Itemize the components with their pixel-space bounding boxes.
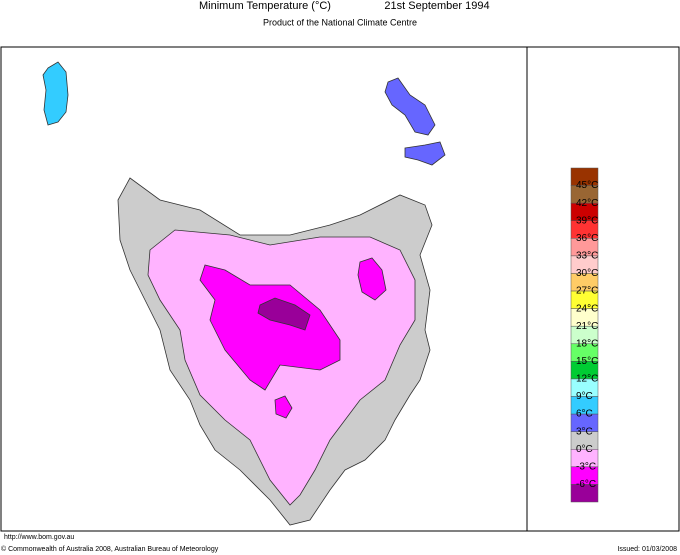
date: 21st September 1994 — [384, 0, 489, 12]
legend-label: 33°C — [576, 251, 598, 262]
legend-label: 9°C — [576, 391, 593, 402]
legend-label: 24°C — [576, 303, 598, 314]
map — [42, 61, 446, 526]
legend-label: 15°C — [576, 356, 598, 367]
issued: Issued: 01/03/2008 — [617, 546, 677, 553]
legend-label: 12°C — [576, 374, 598, 385]
cape-barren-island — [404, 141, 446, 166]
legend-label: 6°C — [576, 409, 593, 420]
zone-minus3-east — [357, 257, 387, 301]
legend-label: 30°C — [576, 268, 598, 279]
legend-label: 27°C — [576, 286, 598, 297]
url: http://www.bom.gov.au — [4, 534, 74, 541]
king-island — [42, 61, 69, 126]
legend-label: -3°C — [576, 461, 596, 472]
subtitle: Product of the National Climate Centre — [263, 17, 417, 27]
legend-label: 36°C — [576, 233, 598, 244]
copyright: © Commonwealth of Australia 2008, Austra… — [1, 545, 219, 553]
legend: 45°C 42°C 39°C 36°C 33°C 30°C 27°C 24°C 21°C 18°C… — [570, 167, 599, 503]
legend-label: 42°C — [576, 198, 598, 209]
title: Minimum Temperature (°C) — [199, 0, 331, 12]
legend-label: -6°C — [576, 479, 596, 490]
legend-label: 3°C — [576, 426, 593, 437]
zone-minus3 — [199, 264, 341, 391]
zone-minus3-south — [274, 395, 293, 419]
zone-minus6 — [257, 297, 311, 331]
flinders-island — [384, 77, 436, 136]
legend-label: 39°C — [576, 215, 598, 226]
legend-label: 0°C — [576, 444, 593, 455]
legend-label: 45°C — [576, 180, 598, 191]
legend-swatch — [570, 484, 599, 503]
frame — [0, 46, 680, 532]
legend-label: 21°C — [576, 321, 598, 332]
legend-label: 18°C — [576, 338, 598, 349]
